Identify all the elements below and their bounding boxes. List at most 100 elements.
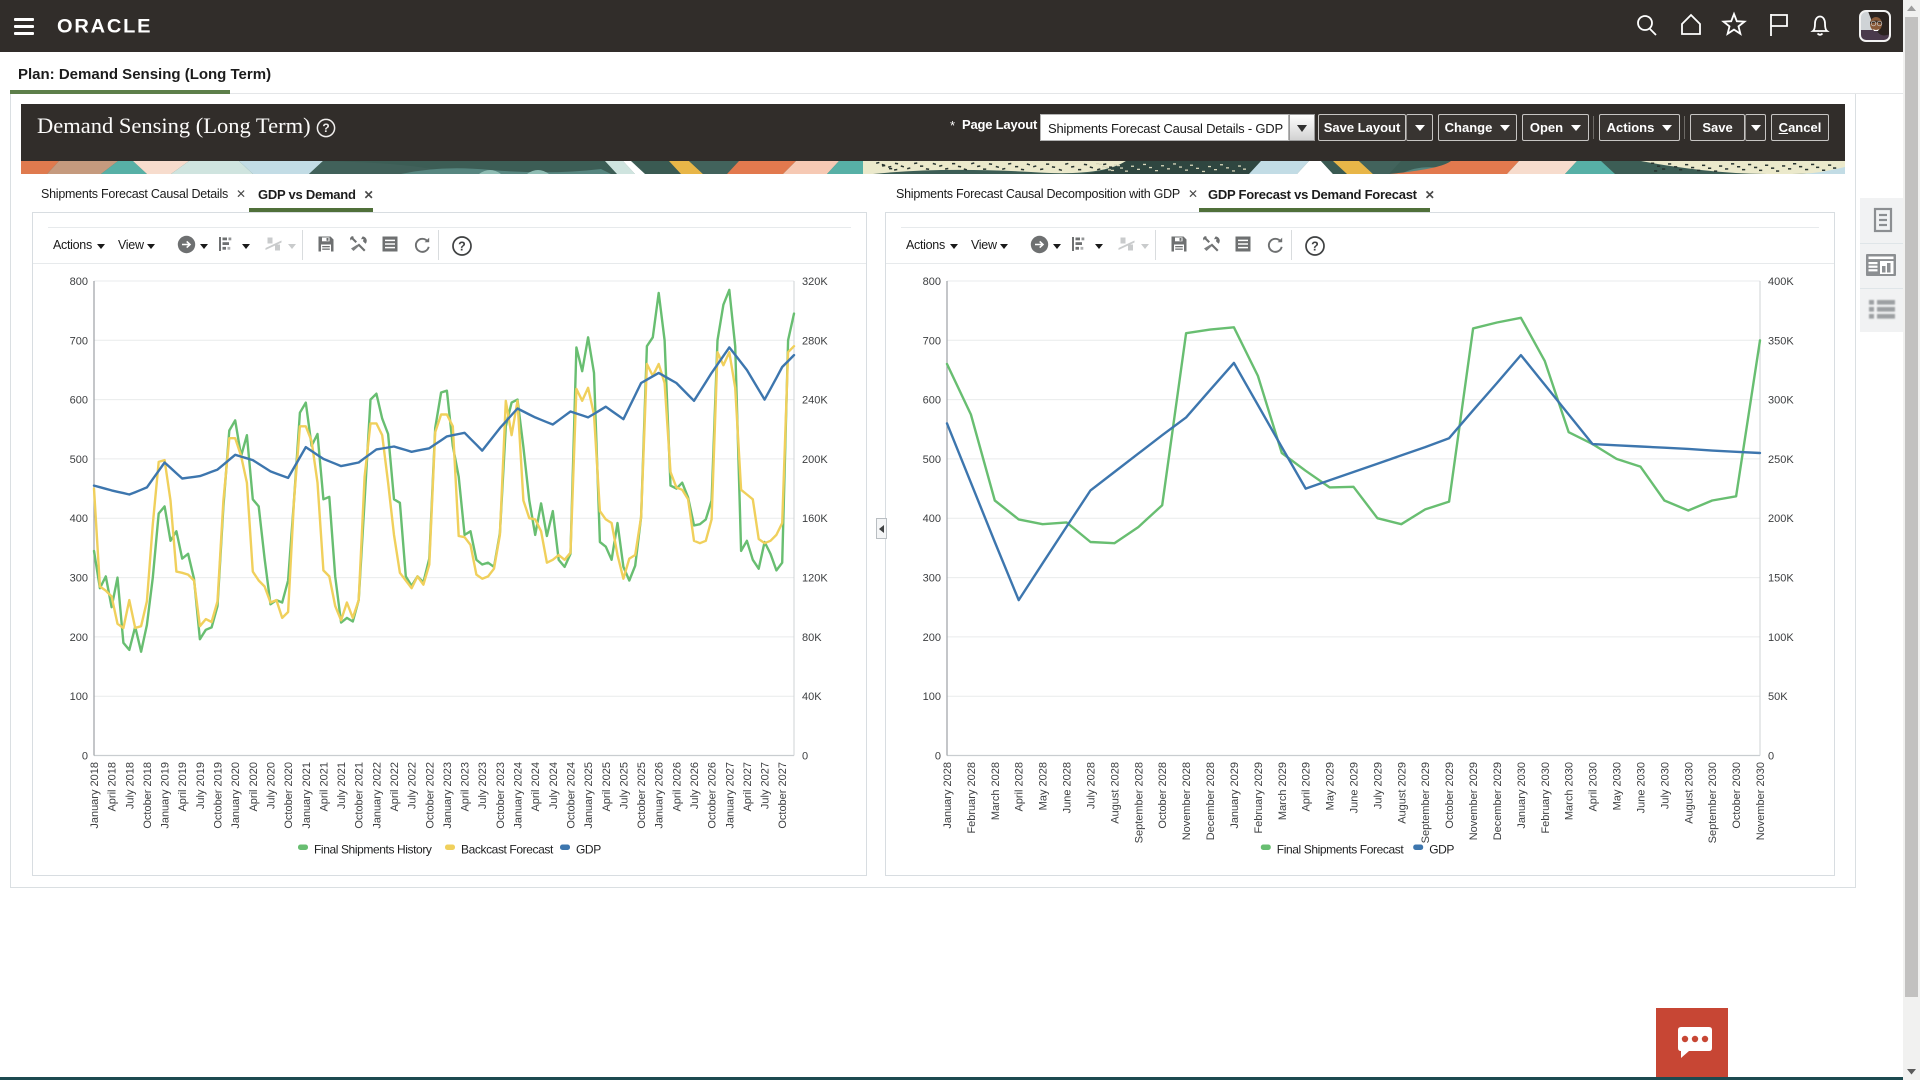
svg-text:October 2019: October 2019 (213, 762, 225, 829)
svg-text:700: 700 (70, 335, 88, 347)
svg-text:March 2028: March 2028 (990, 762, 1002, 820)
svg-text:350K: 350K (1768, 335, 1794, 347)
svg-text:September 2028: September 2028 (1133, 762, 1145, 843)
svg-text:100: 100 (70, 691, 88, 703)
svg-text:200: 200 (70, 632, 88, 644)
svg-text:50K: 50K (1768, 691, 1788, 703)
svg-text:June 2030: June 2030 (1635, 762, 1647, 813)
svg-text:July 2023: July 2023 (477, 762, 489, 809)
svg-text:July 2029: July 2029 (1372, 762, 1384, 809)
svg-text:800: 800 (70, 276, 88, 288)
svg-text:GDP: GDP (1429, 843, 1454, 857)
svg-text:April 2023: April 2023 (460, 762, 472, 812)
svg-text:April 2022: April 2022 (389, 762, 401, 812)
svg-text:600: 600 (70, 395, 88, 407)
svg-text:0: 0 (802, 751, 808, 763)
svg-text:October 2022: October 2022 (424, 762, 436, 829)
svg-text:April 2018: April 2018 (107, 762, 119, 812)
svg-text:January 2023: January 2023 (442, 762, 454, 829)
svg-text:July 2019: July 2019 (195, 762, 207, 809)
svg-text:0: 0 (935, 751, 941, 763)
svg-text:Final Shipments Forecast: Final Shipments Forecast (1277, 843, 1405, 857)
svg-text:0: 0 (1768, 751, 1774, 763)
svg-text:October 2027: October 2027 (777, 762, 789, 829)
svg-text:200K: 200K (1768, 513, 1794, 525)
svg-text:500: 500 (923, 454, 941, 466)
svg-text:August 2029: August 2029 (1396, 762, 1408, 824)
svg-text:July 2018: July 2018 (124, 762, 136, 809)
svg-text:April 2030: April 2030 (1588, 762, 1600, 812)
svg-text:300: 300 (70, 573, 88, 585)
svg-text:200K: 200K (802, 454, 828, 466)
svg-text:March 2030: March 2030 (1564, 762, 1576, 820)
svg-text:July 2024: July 2024 (548, 762, 560, 809)
svg-text:October 2018: October 2018 (142, 762, 154, 829)
svg-text:160K: 160K (802, 513, 828, 525)
svg-text:November 2028: November 2028 (1181, 762, 1193, 840)
svg-text:June 2029: June 2029 (1349, 762, 1361, 813)
svg-text:July 2021: July 2021 (336, 762, 348, 809)
svg-text:January 2030: January 2030 (1516, 762, 1528, 829)
svg-text:April 2027: April 2027 (742, 762, 754, 812)
svg-text:0: 0 (82, 751, 88, 763)
svg-text:January 2028: January 2028 (942, 762, 954, 829)
svg-text:January 2027: January 2027 (724, 762, 736, 829)
svg-text:January 2024: January 2024 (513, 762, 525, 829)
svg-text:150K: 150K (1768, 573, 1794, 585)
svg-text:April 2019: April 2019 (177, 762, 189, 812)
svg-text:January 2021: January 2021 (301, 762, 313, 829)
svg-text:April 2025: April 2025 (601, 762, 613, 812)
svg-text:January 2018: January 2018 (89, 762, 101, 829)
svg-text:April 2020: April 2020 (248, 762, 260, 812)
svg-text:July 2022: July 2022 (407, 762, 419, 809)
svg-text:April 2026: April 2026 (671, 762, 683, 812)
svg-text:August 2028: August 2028 (1109, 762, 1121, 824)
svg-text:September 2030: September 2030 (1707, 762, 1719, 843)
svg-text:September 2029: September 2029 (1420, 762, 1432, 843)
svg-text:250K: 250K (1768, 454, 1794, 466)
svg-text:600: 600 (923, 395, 941, 407)
svg-text:January 2029: January 2029 (1229, 762, 1241, 829)
svg-text:November 2030: November 2030 (1755, 762, 1767, 840)
svg-text:October 2025: October 2025 (636, 762, 648, 829)
svg-text:400: 400 (923, 513, 941, 525)
svg-text:October 2021: October 2021 (354, 762, 366, 829)
svg-text:May 2028: May 2028 (1038, 762, 1050, 810)
svg-text:April 2028: April 2028 (1014, 762, 1026, 812)
svg-text:June 2028: June 2028 (1062, 762, 1074, 813)
svg-text:August 2030: August 2030 (1683, 762, 1695, 824)
svg-text:March 2029: March 2029 (1277, 762, 1289, 820)
svg-text:Final Shipments History: Final Shipments History (314, 843, 432, 857)
svg-text:May 2030: May 2030 (1612, 762, 1624, 810)
svg-text:40K: 40K (802, 691, 822, 703)
svg-text:July 2028: July 2028 (1086, 762, 1098, 809)
svg-text:?: ? (458, 240, 466, 254)
svg-text:January 2022: January 2022 (371, 762, 383, 829)
svg-text:October 2024: October 2024 (566, 762, 578, 829)
svg-text:February 2028: February 2028 (966, 762, 978, 834)
svg-text:800: 800 (923, 276, 941, 288)
svg-text:?: ? (322, 121, 329, 135)
svg-text:October 2023: October 2023 (495, 762, 507, 829)
svg-text:February 2030: February 2030 (1540, 762, 1552, 834)
svg-text:300K: 300K (1768, 395, 1794, 407)
svg-text:April 2024: April 2024 (530, 762, 542, 812)
svg-text:January 2020: January 2020 (230, 762, 242, 829)
svg-text:May 2029: May 2029 (1325, 762, 1337, 810)
svg-text:GDP: GDP (576, 843, 601, 857)
svg-text:April 2021: April 2021 (318, 762, 330, 812)
svg-text:January 2025: January 2025 (583, 762, 595, 829)
svg-text:July 2020: July 2020 (266, 762, 278, 809)
svg-text:100: 100 (923, 691, 941, 703)
svg-text:240K: 240K (802, 395, 828, 407)
svg-text:120K: 120K (802, 573, 828, 585)
svg-text:October 2028: October 2028 (1157, 762, 1169, 829)
svg-text:200: 200 (923, 632, 941, 644)
svg-text:July 2027: July 2027 (760, 762, 772, 809)
svg-text:December 2029: December 2029 (1492, 762, 1504, 840)
svg-text:October 2029: October 2029 (1444, 762, 1456, 829)
svg-text:Backcast Forecast: Backcast Forecast (461, 843, 554, 857)
svg-text:December 2028: December 2028 (1205, 762, 1217, 840)
svg-text:400: 400 (70, 513, 88, 525)
svg-text:July 2026: July 2026 (689, 762, 701, 809)
